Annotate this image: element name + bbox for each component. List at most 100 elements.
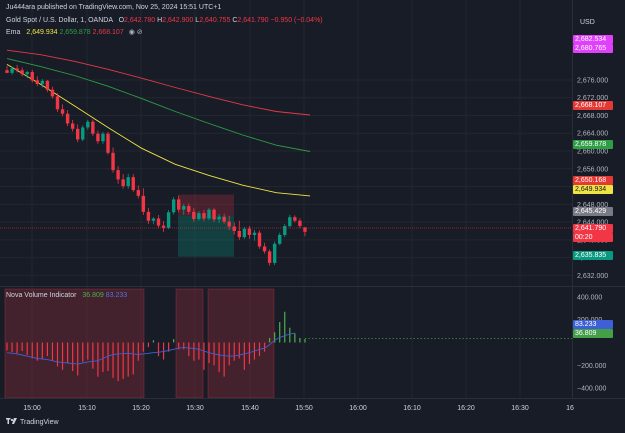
time-tick-label: 15:00 xyxy=(23,405,41,412)
candle-body[interactable] xyxy=(30,71,34,81)
price-badge: 2,680.765 xyxy=(573,44,613,53)
time-tick-label: 15:50 xyxy=(295,405,313,412)
tradingview-logo-icon xyxy=(6,418,17,424)
candle-body[interactable] xyxy=(101,133,105,142)
eye-icon[interactable]: ◉ xyxy=(128,29,135,36)
price-tick-label: 2,664.000 xyxy=(577,131,608,138)
candle-body[interactable] xyxy=(131,177,135,191)
price-badge: 2,659.878 xyxy=(573,140,613,149)
candle-body[interactable] xyxy=(166,212,171,228)
candle-body[interactable] xyxy=(171,199,176,213)
price-badge: 2,668.107 xyxy=(573,101,613,110)
candle-body[interactable] xyxy=(156,218,161,226)
candle-body[interactable] xyxy=(257,232,262,247)
candlestick-series[interactable] xyxy=(5,64,307,266)
candle-body[interactable] xyxy=(45,80,50,90)
candle-body[interactable] xyxy=(76,128,80,140)
price-badge: 2,641.790 xyxy=(573,224,613,233)
candle-body[interactable] xyxy=(141,195,146,212)
grid-lines xyxy=(0,0,572,398)
ema-name[interactable]: Ema xyxy=(6,29,21,36)
candle-body[interactable] xyxy=(65,113,70,124)
currency-label[interactable]: USD xyxy=(580,19,595,26)
candle-body[interactable] xyxy=(126,177,130,187)
candle-body[interactable] xyxy=(303,227,307,232)
candle-body[interactable] xyxy=(35,80,39,84)
hide-icon[interactable]: ⊘ xyxy=(136,29,143,36)
candle-body[interactable] xyxy=(278,234,282,244)
candle-body[interactable] xyxy=(10,68,14,73)
candle-body[interactable] xyxy=(197,213,201,219)
candle-body[interactable] xyxy=(15,68,19,71)
ema-line-3 xyxy=(6,49,311,116)
candle-body[interactable] xyxy=(60,109,65,114)
candle-body[interactable] xyxy=(146,211,151,221)
candle-body[interactable] xyxy=(207,209,211,219)
candle-body[interactable] xyxy=(222,216,226,222)
candle-body[interactable] xyxy=(182,206,186,210)
candle-body[interactable] xyxy=(262,246,267,252)
candle-body[interactable] xyxy=(81,127,85,140)
price-badge: 2,682.534 xyxy=(573,35,613,44)
candle-body[interactable] xyxy=(55,96,60,110)
candle-body[interactable] xyxy=(293,217,297,221)
candle-body[interactable] xyxy=(232,226,236,231)
candle-body[interactable] xyxy=(227,221,231,227)
time-axis[interactable]: 15:00 15:10 15:20 15:30 15:40 15:50 16:00 16:10… xyxy=(23,405,574,412)
candle-body[interactable] xyxy=(25,71,29,75)
candle-body[interactable] xyxy=(252,232,257,235)
candle-body[interactable] xyxy=(70,123,75,129)
candle-body[interactable] xyxy=(86,121,90,128)
footer-brand[interactable]: TradingView xyxy=(6,418,59,426)
short-position-target-zone[interactable] xyxy=(178,215,234,257)
price-badge: 2,645.429 xyxy=(573,207,613,216)
candle-body[interactable] xyxy=(121,179,125,187)
price-tick-label: 2,656.000 xyxy=(577,166,608,173)
candle-body[interactable] xyxy=(5,70,9,73)
legend-ema: Ema 2,649.934 2,659.878 2,668.107 ◉ ⊘ xyxy=(6,28,143,36)
candle-body[interactable] xyxy=(187,206,191,212)
candle-body[interactable] xyxy=(272,243,277,263)
candle-body[interactable] xyxy=(267,251,272,263)
time-tick-label: 16 xyxy=(566,405,574,412)
ohlc-c-label: C xyxy=(232,17,238,24)
candle-body[interactable] xyxy=(202,213,206,219)
candle-body[interactable] xyxy=(111,152,115,171)
candle-body[interactable] xyxy=(242,228,247,238)
candle-body[interactable] xyxy=(116,170,120,180)
candle-body[interactable] xyxy=(288,217,292,227)
candle-body[interactable] xyxy=(91,121,95,134)
candle-body[interactable] xyxy=(177,199,181,210)
short-position-stop-zone[interactable] xyxy=(178,194,234,216)
price-tick-label: 2,668.000 xyxy=(577,113,608,120)
candle-body[interactable] xyxy=(151,218,156,221)
time-tick-label: 16:20 xyxy=(457,405,475,412)
candle-body[interactable] xyxy=(237,230,241,238)
candle-body[interactable] xyxy=(161,225,166,228)
candle-body[interactable] xyxy=(298,220,302,227)
price-badge: 00:20 xyxy=(573,233,613,242)
candle-body[interactable] xyxy=(136,190,140,196)
price-badge: 2,649.934 xyxy=(573,185,613,194)
candle-body[interactable] xyxy=(106,133,110,153)
candle-body[interactable] xyxy=(247,228,252,235)
indicator-line xyxy=(6,332,295,365)
candle-body[interactable] xyxy=(50,89,55,97)
candle-body[interactable] xyxy=(192,211,196,219)
candle-body[interactable] xyxy=(20,70,24,75)
indicator-name[interactable]: Nova Volume Indicator xyxy=(6,292,77,299)
ohlc-open: 2,642.780 xyxy=(124,17,156,24)
indicator-zone xyxy=(207,288,275,399)
indicator-tick-label: −200.000 xyxy=(577,363,606,370)
indicator-axis[interactable]: 400.000200.000−200.000−400.000 xyxy=(577,294,606,392)
candle-body[interactable] xyxy=(283,226,287,235)
symbol-title[interactable]: Gold Spot / U.S. Dollar, 1, OANDA xyxy=(6,17,113,24)
candle-body[interactable] xyxy=(217,216,221,220)
legend-indicator: Nova Volume Indicator 36.809 83.233 xyxy=(6,292,127,299)
candle-body[interactable] xyxy=(96,133,100,142)
candle-body[interactable] xyxy=(212,209,216,220)
ohlc-close: 2,641.790 xyxy=(237,17,269,24)
candle-body[interactable] xyxy=(40,80,45,84)
ema-line-2 xyxy=(6,58,311,152)
